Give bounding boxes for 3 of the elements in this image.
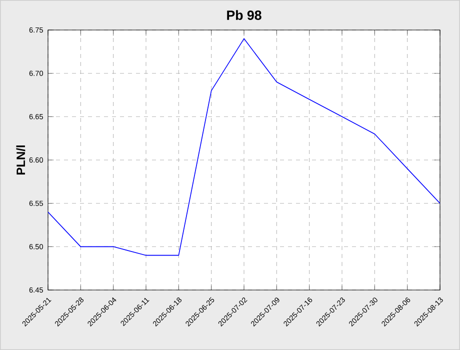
chart-title: Pb 98	[227, 10, 262, 20]
y-axis-title: PLN/l	[16, 146, 26, 175]
line-series	[48, 38, 440, 256]
